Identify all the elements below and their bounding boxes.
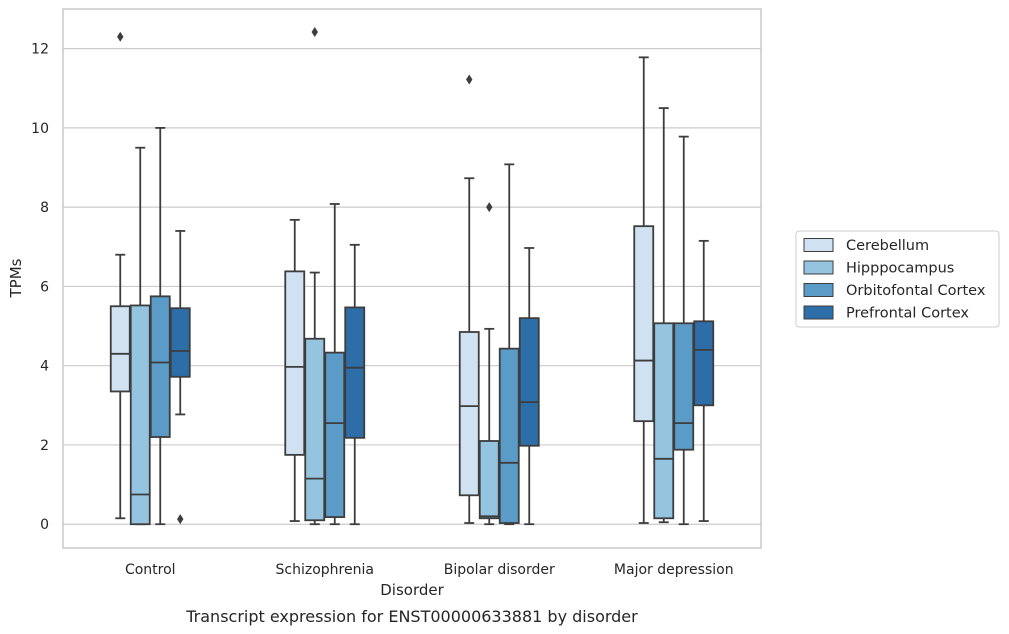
x-tick-label: Major depression (614, 562, 734, 578)
iqr-box (109, 305, 131, 393)
iqr-box (633, 225, 655, 423)
legend-label: Orbitofontal Cortex (846, 283, 986, 299)
box-1-1 (304, 26, 326, 526)
plot-frame (62, 8, 762, 549)
outlier-point (311, 26, 318, 37)
y-tick-label: 4 (40, 359, 49, 375)
legend: Cerebellum Hipppocampus Orbitofontal Corte… (795, 230, 1000, 328)
legend-swatch (803, 305, 834, 320)
iqr-box (304, 337, 326, 522)
legend-swatch (803, 260, 834, 275)
iqr-box (149, 295, 171, 438)
x-tick-label: Control (125, 562, 176, 578)
box-1-3 (344, 243, 366, 526)
legend-label: Prefrontal Cortex (846, 306, 969, 322)
iqr-box (478, 440, 500, 520)
iqr-box (324, 351, 346, 518)
iqr-box (169, 307, 191, 378)
legend-label: Hipppocampus (846, 261, 954, 277)
legend-frame (795, 230, 1000, 328)
iqr-box (673, 322, 695, 451)
x-tick-label: Bipolar disorder (444, 562, 555, 578)
iqr-box (693, 320, 715, 407)
y-tick-label: 10 (31, 121, 49, 137)
y-tick-labels: 0 2 4 6 8 10 12 (31, 42, 49, 534)
x-axis-title: Disorder (380, 581, 444, 599)
chart-caption: Transcript expression for ENST0000063388… (185, 607, 638, 626)
y-tick-label: 12 (31, 42, 49, 58)
box-0-1 (129, 146, 151, 526)
outlier-point (177, 514, 184, 525)
legend-label: Cerebellum (846, 238, 929, 254)
box-1-2 (324, 203, 346, 526)
iqr-box (458, 331, 480, 497)
legend-swatch (803, 238, 834, 252)
box-0-2 (149, 126, 171, 526)
box-1-0 (284, 218, 306, 522)
y-tick-label: 0 (40, 517, 49, 533)
box-2-1 (478, 202, 500, 526)
outlier-point (117, 31, 124, 42)
box-3-3 (693, 239, 715, 522)
box-plot-series (109, 26, 715, 526)
iqr-box (518, 317, 540, 447)
box-0-0 (109, 31, 131, 520)
y-tick-label: 2 (40, 438, 49, 454)
box-2-0 (458, 74, 480, 524)
outlier-point (466, 74, 473, 85)
box-2-3 (518, 247, 540, 526)
box-3-0 (633, 56, 655, 524)
outlier-point (486, 202, 493, 213)
iqr-box (284, 270, 306, 456)
y-tick-label: 8 (40, 200, 49, 216)
legend-swatch (803, 283, 834, 297)
x-tick-labels: Control Schizophrenia Bipolar disorder Majo… (125, 562, 734, 578)
box-3-2 (673, 135, 695, 526)
box-3-1 (653, 107, 675, 524)
box-2-2 (498, 163, 520, 526)
y-tick-label: 6 (40, 279, 49, 295)
iqr-box (344, 306, 366, 439)
y-axis-title: TPMs (7, 258, 25, 298)
x-tick-label: Schizophrenia (276, 562, 374, 578)
iqr-box (653, 322, 675, 520)
box-0-3 (169, 230, 191, 525)
iqr-box (129, 304, 151, 526)
iqr-box (498, 347, 520, 524)
